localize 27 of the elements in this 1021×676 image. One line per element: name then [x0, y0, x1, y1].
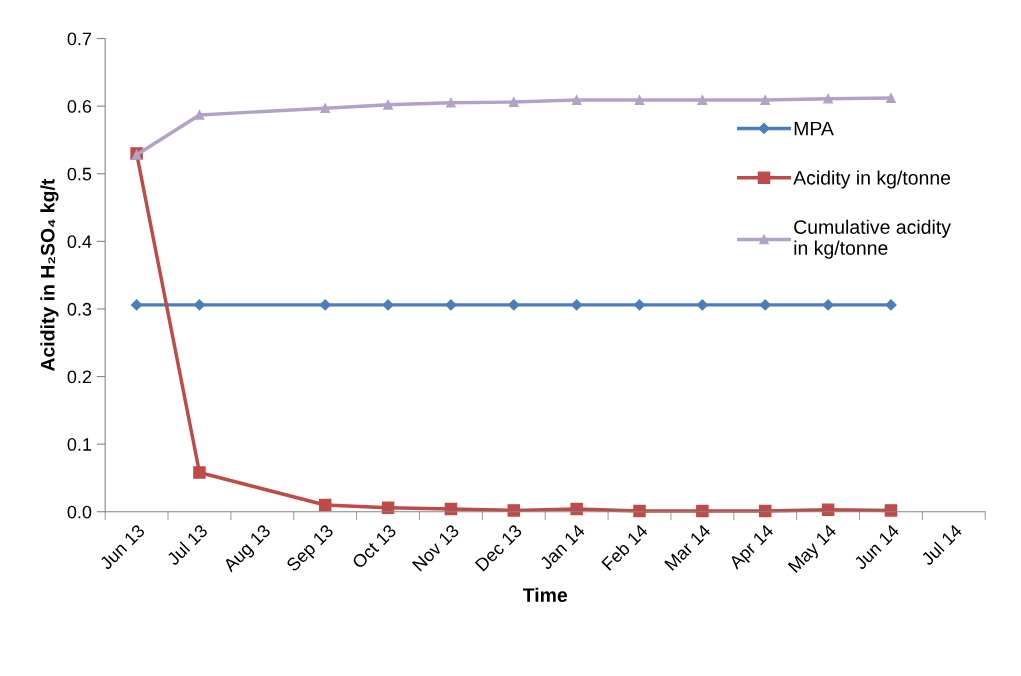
y-tick-label: 0.1 [67, 438, 92, 451]
y-axis-title: Acidity in H₂SO₄ kg/t [40, 178, 59, 372]
y-tick-label: 0.7 [67, 32, 92, 46]
x-axis-title: Time [522, 587, 568, 602]
x-tick-label: Oct 13 [351, 523, 397, 570]
y-tick-label: 0.3 [67, 302, 92, 316]
x-tick-label: Nov 13 [411, 523, 460, 572]
x-tick-label: Jun 13 [98, 523, 146, 571]
y-tick-label: 0.5 [67, 167, 92, 181]
x-tick-label: May 14 [787, 523, 840, 576]
x-tick-label: Aug 13 [222, 523, 274, 576]
x-tick-label: Sep 13 [285, 523, 337, 575]
x-tick-label: Jul 14 [919, 523, 963, 567]
y-tick-label: 0.0 [67, 505, 92, 519]
legend-label: MPA [794, 121, 834, 136]
x-tick-label: Jul 13 [165, 523, 209, 567]
legend-label: Cumulative acidity in kg/tonne [794, 219, 951, 259]
y-tick-label: 0.6 [67, 100, 92, 113]
legend-label: Acidity in kg/tonne [793, 170, 951, 189]
x-tick-label: Apr 14 [728, 523, 777, 573]
x-tick-label: Feb 14 [600, 523, 649, 571]
x-tick-label: Dec 13 [474, 523, 523, 572]
x-tick-label: Mar 14 [664, 523, 712, 571]
x-tick-label: Jun 14 [853, 523, 900, 571]
y-tick-label: 0.4 [67, 235, 92, 249]
y-tick-label: 0.2 [67, 370, 92, 384]
x-tick-label: Jan 14 [538, 523, 586, 571]
